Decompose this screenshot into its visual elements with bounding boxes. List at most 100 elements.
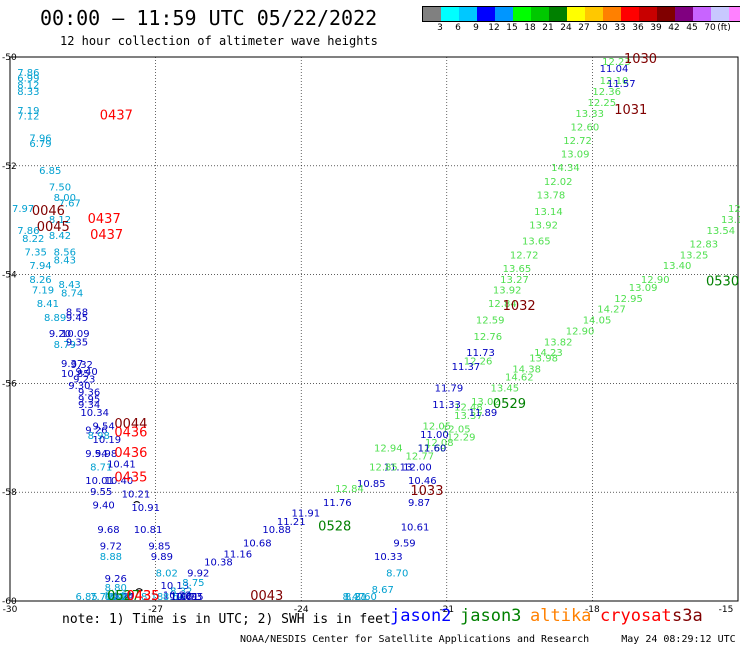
swh-value-label: 12.69 [418,443,447,454]
timestamp-text: May 24 08:29:12 UTC 2022 [621,634,740,645]
swh-value-label: 7.50 [49,182,71,193]
swh-value-label: 12.10 [600,76,629,87]
swh-value-label: 13.92 [529,220,558,231]
colorbar-swatch [477,7,495,21]
map-title: 00:00 – 11:59 UTC 05/22/2022 [40,6,378,30]
swh-value-label: 7.97 [12,204,34,215]
swh-value-label: 13.65 [503,264,532,275]
swh-value-label: 6.85 [39,166,61,177]
swh-value-label: 12.85 [369,462,398,473]
swh-value-label: 9.26 [105,574,127,585]
swh-value-label: 11.76 [323,498,352,509]
swh-value-label: 10.46 [408,476,437,487]
swh-value-label: 10.95 [175,592,204,603]
swh-value-label: 11.89 [469,408,498,419]
swh-value-label: 13.54 [706,226,735,237]
swh-value-label: 8.21 [345,592,367,603]
colorbar-swatch [639,7,657,21]
swh-value-label: 10.88 [262,525,291,536]
swh-value-label: 13.27 [500,275,529,286]
colorbar-swatch [603,7,621,21]
swh-value-label: 12.05 [442,424,471,435]
swh-value-label: 7.96 [29,133,51,144]
swh-value-label: 13.65 [522,237,551,248]
latitude-label: -58 [2,488,17,498]
swh-value-label: 12.08 [425,438,454,449]
time-stamp-label: 0437 [88,212,121,227]
swh-value-label: 9.32 [71,360,93,371]
swh-value-label: 8.16 [105,590,127,601]
time-stamp-label: 0435 [126,589,159,604]
swh-value-label: 14.27 [597,305,626,316]
colorbar-swatch [423,7,441,21]
credit-text: NOAA/NESDIS Center for Satellite Applica… [240,634,590,645]
swh-value-label: 8.43 [59,280,81,291]
swh-value-label: 9.59 [393,539,415,550]
time-stamp-label: 0530 [706,274,739,289]
island-outline [133,501,141,504]
colorbar-label: 21 [542,23,554,33]
latitude-label: -50 [2,53,17,63]
colorbar-swatch [459,7,477,21]
swh-value-label: 14.23 [534,348,563,359]
swh-value-label: 12.94 [374,443,403,454]
swh-value-label: 10.85 [61,369,90,380]
swh-value-label: 9.35 [66,337,88,348]
swh-value-label: 9.20 [49,329,71,340]
swh-value-label: 10.09 [61,329,90,340]
colorbar-label: 24 [560,23,572,33]
colorbar-label: (ft) [717,23,731,33]
swh-value-label: 14.34 [551,163,580,174]
swh-value-label: 6.79 [29,139,51,150]
swh-value-label: 8.42 [49,231,71,242]
colorbar-label: 42 [668,23,680,33]
swh-value-label: 11.00 [420,430,449,441]
swh-value-label: 10.40 [105,476,134,487]
island-outline [135,588,143,593]
swh-value-label: 9.40 [76,367,98,378]
swh-value-label: 12.76 [473,332,502,343]
colorbar-labels: 3 6 9 12 15 18 21 24 27 30 33 36 39 42 45 70 (ft) [422,22,740,34]
longitude-label: -24 [294,605,309,615]
swh-value-label: 13.92 [493,286,522,297]
swh-value-label: 13.33 [575,109,604,120]
swh-value-label: 12.95 [614,294,643,305]
map-frame [9,56,739,602]
swh-value-label: 9.45 [66,313,88,324]
footer-credit-line: NOAA/NESDIS Center for Satellite Applica… [240,634,740,645]
colorbar-swatch [657,7,675,21]
swh-value-label: 7.86 [17,68,39,79]
swh-value-label: 9.54 [93,422,115,433]
swh-value-label: 7.19 [17,106,39,117]
swh-value-label: 13.09 [561,150,590,161]
swh-value-label: 12.05 [423,422,452,433]
footer-note: note: 1) Time is in UTC; 2) SWH is in fe… [62,612,391,627]
latitude-label: -54 [2,271,17,281]
swh-value-label: 11.16 [224,549,253,560]
colorbar-swatch [585,7,603,21]
time-stamp-label: 1030 [624,52,657,67]
swh-value-label: 8.00 [54,193,76,204]
swh-value-label: 8.60 [355,592,377,603]
swh-value-label: 13.98 [529,354,558,365]
swh-value-label: 9.89 [151,552,173,563]
swh-value-label: 10.81 [134,525,163,536]
swh-value-label: 7.71 [90,592,112,603]
swh-value-label: 7.86 [17,226,39,237]
swh-value-label: 10.91 [131,503,160,514]
colorbar-swatches [422,6,740,22]
colorbar-swatch [495,7,513,21]
swh-value-label: 10.19 [93,435,122,446]
swh-value-label: 8.12 [49,215,71,226]
swh-value-label: 13.37 [454,411,483,422]
swh-value-label: 13.40 [663,261,692,272]
swh-value-label: 8.43 [54,256,76,267]
colorbar-label: 12 [488,23,500,33]
swh-value-label: 11.13 [384,462,413,473]
swh-value-label: 14.05 [583,316,612,327]
swh-value-label: 9.34 [78,400,100,411]
swh-value-label: 8.47 [342,592,364,603]
swh-value-label: 14.62 [505,373,534,384]
swh-value-label: 8.88 [100,552,122,563]
time-stamp-label: 0436 [114,426,147,441]
